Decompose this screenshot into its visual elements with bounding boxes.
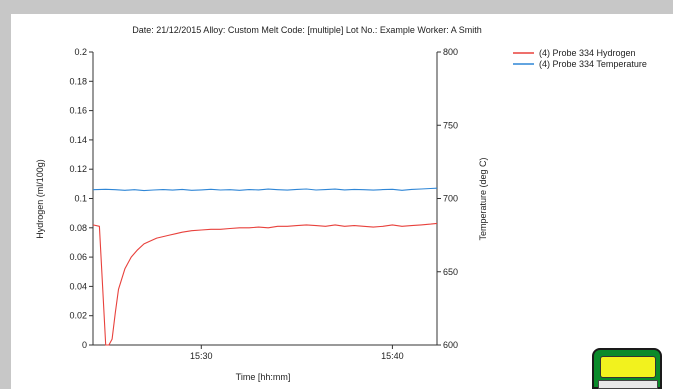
y-tick-label: 0.08 bbox=[69, 223, 87, 233]
axes bbox=[92, 52, 438, 346]
y2-tick-label: 800 bbox=[443, 47, 458, 57]
y2-tick-label: 750 bbox=[443, 120, 458, 130]
device-screen-icon bbox=[600, 356, 656, 378]
y-tick-label: 0.12 bbox=[69, 164, 87, 174]
y-tick-label: 0.1 bbox=[74, 194, 87, 204]
series-layer bbox=[92, 187, 438, 346]
y-axis-label-right: Temperature (deg C) bbox=[478, 157, 488, 240]
legend-entry: (4) Probe 334 Temperature bbox=[539, 59, 647, 69]
y-tick-label: 0.16 bbox=[69, 106, 87, 116]
y-tick-label: 0.02 bbox=[69, 311, 87, 321]
y2-tick-label: 600 bbox=[443, 340, 458, 350]
legend: (4) Probe 334 Hydrogen(4) Probe 334 Temp… bbox=[513, 48, 647, 69]
y-tick-label: 0.18 bbox=[69, 76, 87, 86]
y-tick-label: 0.14 bbox=[69, 135, 87, 145]
y2-tick-label: 700 bbox=[443, 194, 458, 204]
device-base-icon bbox=[598, 380, 658, 389]
chart-header: Date: 21/12/2015 Alloy: Custom Melt Code… bbox=[132, 25, 482, 35]
y-tick-label: 0.06 bbox=[69, 252, 87, 262]
x-tick-label: 15:30 bbox=[190, 351, 213, 361]
y-tick-label: 0.04 bbox=[69, 281, 87, 291]
y-tick-label: 0 bbox=[82, 340, 87, 350]
device-widget-icon bbox=[592, 348, 662, 389]
y2-tick-label: 650 bbox=[443, 267, 458, 277]
tick-marks: 0 0.02 0.04 0.06 0.08 0.1 0.12 0.14 0.16 0.18 0.2 6… bbox=[69, 47, 458, 361]
legend-entry: (4) Probe 334 Hydrogen bbox=[539, 48, 636, 58]
series-line-2 bbox=[92, 187, 438, 192]
x-tick-label: 15:40 bbox=[381, 351, 404, 361]
chart-panel bbox=[11, 14, 673, 389]
y-axis-label-left: Hydrogen (ml/100g) bbox=[35, 159, 45, 239]
x-axis-label: Time [hh:mm] bbox=[236, 372, 291, 382]
y-tick-label: 0.2 bbox=[74, 47, 87, 57]
series-line-1 bbox=[92, 222, 438, 346]
